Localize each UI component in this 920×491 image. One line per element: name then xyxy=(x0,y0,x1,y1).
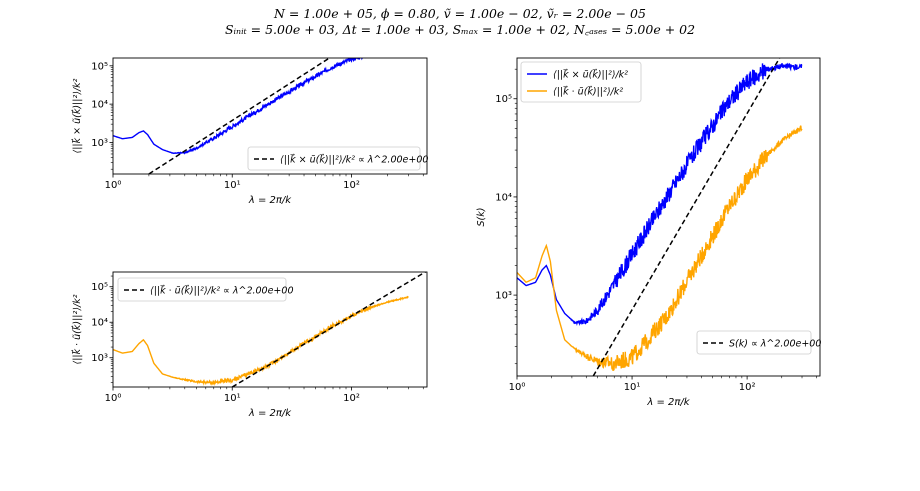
x-tick-label: 10² xyxy=(739,382,756,393)
x-tick-label: 10¹ xyxy=(624,382,641,393)
series-line-fit xyxy=(231,272,427,387)
legend-label: ⟨||k⃗ ⋅ ũ(k⃗)||²⟩/k² xyxy=(553,85,623,98)
y-tick-label: 10³ xyxy=(495,291,512,302)
y-axis-label: ⟨||k⃗ × ũ(k⃗)||²⟩/k² xyxy=(70,78,83,153)
series-line-transverse xyxy=(113,58,367,155)
legend-label: S(k) ∝ λ^2.00e+00 xyxy=(729,339,821,350)
subplot-right: 10⁰ 10¹ 10² 10³ 10⁴ 10⁵ λ = 2π/k S(k) ⟨||k⃗ × ũ(… xyxy=(476,57,821,408)
legend-box xyxy=(520,61,642,103)
legend-box xyxy=(247,146,421,171)
legend-box xyxy=(696,330,812,355)
subplot-bottom-left: 10⁰ 10¹ 10² 10³ 10⁴ 10⁵ λ = 2π/k ⟨||k⃗ ⋅ ũ(k⃗)|… xyxy=(70,271,428,419)
x-tick-label: 10⁰ xyxy=(509,382,526,393)
plot-area xyxy=(517,58,803,376)
y-tick-label: 10⁴ xyxy=(91,100,108,111)
y-tick-label: 10⁴ xyxy=(91,318,108,329)
series-line-transverse xyxy=(517,62,803,327)
x-axis-label: λ = 2π/k xyxy=(646,397,690,408)
x-tick-label: 10¹ xyxy=(224,180,241,191)
figure-title-line-2: Sᵢₙᵢₜ = 5.00e + 03, Δt = 1.00e + 03, Sₘₐ… xyxy=(224,22,696,37)
legend-label: ⟨||k⃗ × ũ(k⃗)||²⟩/k² xyxy=(553,68,628,81)
figure-title-line-1: N = 1.00e + 05, ϕ = 0.80, ṽ = 1.00e − 02… xyxy=(274,6,646,21)
x-tick-label: 10⁰ xyxy=(105,393,122,404)
y-tick-label: 10⁴ xyxy=(495,192,512,203)
axes-frame xyxy=(112,271,428,388)
y-tick-label: 10³ xyxy=(91,138,108,149)
x-tick-label: 10¹ xyxy=(224,393,241,404)
axes-frame xyxy=(112,57,428,175)
x-axis-label: λ = 2π/k xyxy=(248,408,292,419)
legend: ⟨||k⃗ × ũ(k⃗)||²⟩/k² ⟨||k⃗ ⋅ ũ(k⃗)||²⟩/k² xyxy=(520,61,642,103)
legend: ⟨||k⃗ × ũ(k⃗)||²⟩/k² ∝ λ^2.00e+00 xyxy=(247,146,428,171)
legend: S(k) ∝ λ^2.00e+00 xyxy=(696,330,821,355)
legend-label: ⟨||k⃗ ⋅ ũ(k⃗)||²⟩/k² ∝ λ^2.00e+00 xyxy=(150,284,293,297)
y-tick-label: 10⁵ xyxy=(91,61,108,72)
legend-label: ⟨||k⃗ × ũ(k⃗)||²⟩/k² ∝ λ^2.00e+00 xyxy=(280,153,428,166)
series-line-fit xyxy=(592,58,781,376)
y-axis-label: S(k) xyxy=(476,208,487,227)
x-tick-label: 10⁰ xyxy=(105,180,122,191)
y-tick-label: 10⁵ xyxy=(91,282,108,293)
series-line-longitudinal xyxy=(517,125,803,372)
x-tick-label: 10² xyxy=(343,393,360,404)
axes-frame xyxy=(516,57,821,377)
plot-area xyxy=(113,58,367,174)
y-axis-label: ⟨||k⃗ ⋅ ũ(k⃗)||²⟩/k² xyxy=(70,294,83,364)
legend: ⟨||k⃗ ⋅ ũ(k⃗)||²⟩/k² ∝ λ^2.00e+00 xyxy=(117,277,293,302)
subplot-top-left: 10⁰ 10¹ 10² 10³ 10⁴ 10⁵ λ = 2π/k ⟨||k⃗ × ũ(k⃗)|… xyxy=(70,57,428,206)
y-tick-label: 10⁵ xyxy=(495,94,512,105)
x-tick-label: 10² xyxy=(343,180,360,191)
plot-area xyxy=(113,272,427,387)
x-axis-label: λ = 2π/k xyxy=(248,195,292,206)
legend-box xyxy=(117,277,287,302)
y-tick-label: 10³ xyxy=(91,353,108,364)
series-line-fit xyxy=(148,58,331,174)
